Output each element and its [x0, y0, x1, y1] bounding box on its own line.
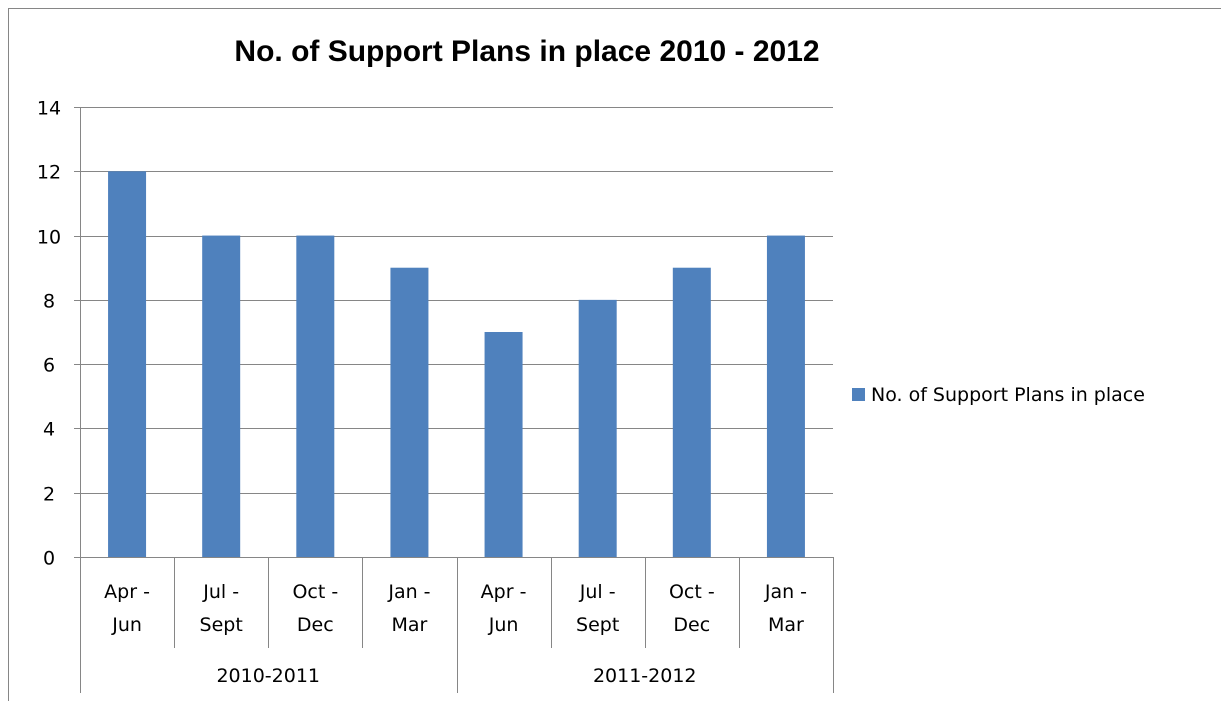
x-tick-label: Sept	[576, 614, 619, 636]
x-tick-label: Apr -	[481, 581, 527, 603]
y-tick-label: 12	[37, 162, 61, 184]
axes	[74, 107, 834, 693]
bars	[108, 171, 805, 558]
y-tick-label: 10	[37, 227, 61, 249]
x-tick-label: Mar	[768, 614, 804, 636]
bar	[202, 235, 241, 558]
y-tick-label: 2	[43, 484, 55, 506]
x-group-label: 2010-2011	[216, 665, 320, 687]
x-group-label: 2011-2012	[593, 665, 697, 687]
y-tick-label: 14	[37, 98, 61, 120]
chart-title: No. of Support Plans in place 2010 - 201…	[234, 35, 819, 68]
legend: No. of Support Plans in place	[852, 384, 1145, 406]
y-tick-label: 8	[43, 291, 55, 313]
chart-border	[8, 8, 1221, 701]
y-tick-label: 4	[43, 419, 55, 441]
gridlines	[80, 107, 833, 494]
legend-label: No. of Support Plans in place	[871, 384, 1145, 406]
bar	[108, 171, 147, 558]
bar	[578, 299, 617, 557]
x-tick-label: Apr -	[104, 581, 150, 603]
bar	[766, 235, 805, 558]
x-tick-label: Jan -	[387, 581, 430, 603]
bar	[484, 332, 523, 557]
x-tick-label: Oct -	[669, 581, 715, 603]
x-tick-label: Jun	[488, 614, 519, 636]
x-tick-label: Jan -	[764, 581, 807, 603]
bar	[672, 267, 711, 557]
y-axis-tick-labels: 0 2 4 6 8 10 12 14	[37, 98, 61, 570]
x-tick-label: Sept	[200, 614, 243, 636]
x-tick-label: Dec	[297, 614, 334, 636]
x-axis-group-labels: 2010-2011 2011-2012	[216, 665, 696, 687]
x-axis-tick-labels: Apr - Jun Jul - Sept Oct - Dec Jan - Mar Apr - Ju…	[104, 581, 807, 636]
bar	[390, 267, 429, 557]
x-tick-label: Mar	[392, 614, 428, 636]
legend-swatch	[852, 388, 865, 401]
x-tick-label: Jul -	[579, 581, 616, 603]
y-tick-label: 6	[43, 355, 55, 377]
x-tick-label: Oct -	[292, 581, 338, 603]
bar	[296, 235, 335, 558]
x-tick-label: Jul -	[202, 581, 239, 603]
x-tick-label: Jun	[111, 614, 142, 636]
x-tick-label: Dec	[673, 614, 710, 636]
y-tick-label: 0	[43, 548, 55, 570]
